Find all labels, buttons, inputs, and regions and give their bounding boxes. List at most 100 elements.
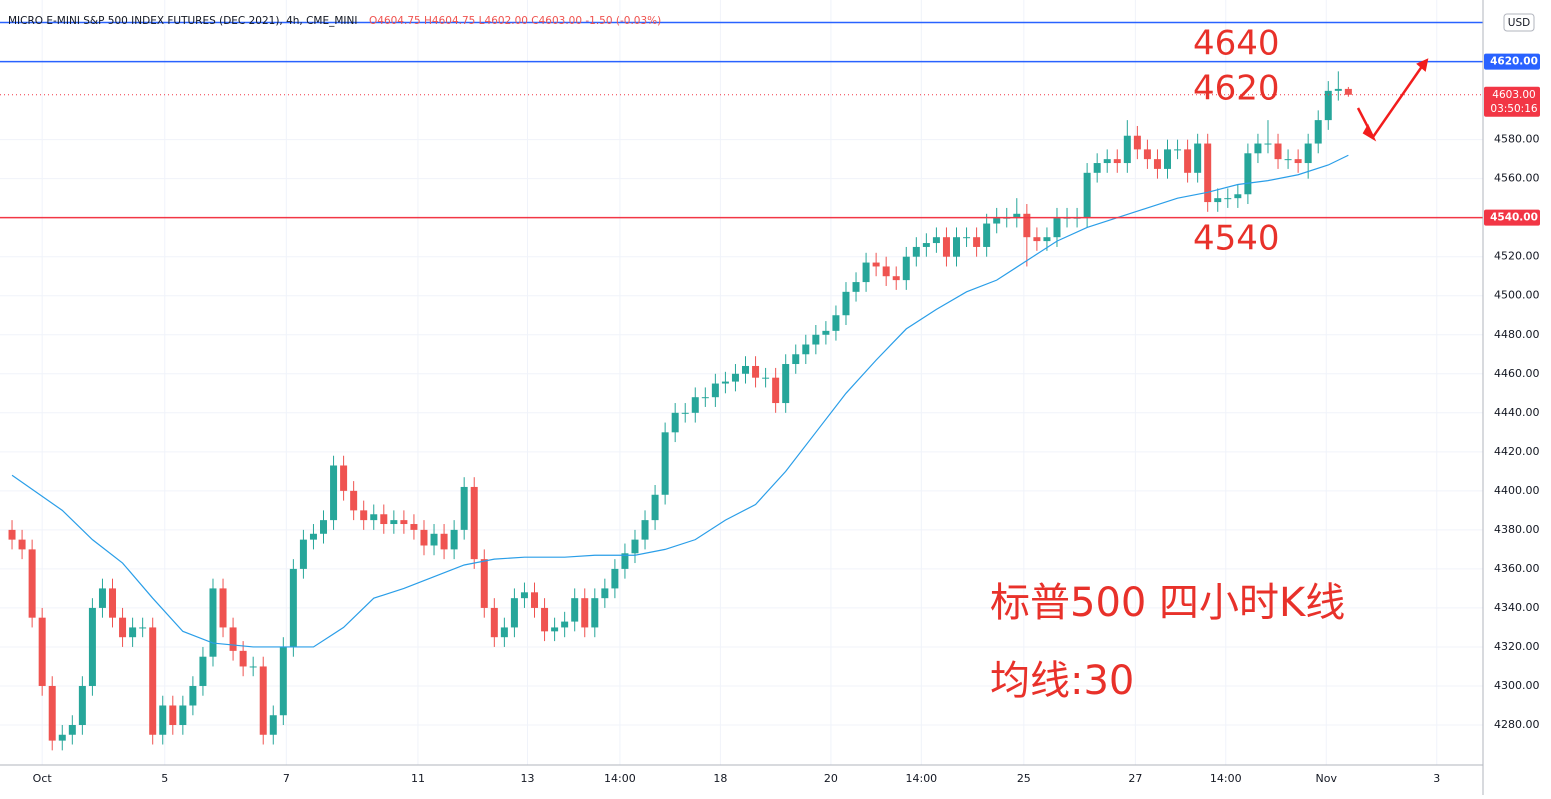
candle-body: [289, 568, 297, 647]
candle-body: [1053, 217, 1061, 238]
currency[interactable]: USD: [1508, 17, 1530, 29]
candle-body: [440, 533, 448, 550]
candle-body: [1153, 159, 1161, 169]
candle-body: [38, 617, 46, 686]
plot: [0, 21, 1483, 751]
candle-body: [1123, 135, 1131, 164]
candle-body: [1113, 159, 1121, 164]
candle-body: [1224, 198, 1232, 200]
moving-average: [11, 154, 1349, 648]
candle-body: [983, 223, 991, 247]
candle-body: [400, 520, 408, 525]
candle-body: [551, 627, 559, 632]
candle-body: [520, 592, 528, 599]
candle-body: [330, 465, 338, 521]
candle-body: [380, 514, 388, 525]
candle-body: [1043, 237, 1051, 242]
candle-body: [239, 650, 247, 667]
candle-body: [340, 465, 348, 491]
candle-body: [953, 237, 961, 257]
candle-body: [1254, 143, 1262, 154]
candle-body: [450, 529, 458, 550]
candle-body: [1274, 143, 1282, 160]
candle-body: [691, 397, 699, 413]
note: 均线:30: [990, 658, 1134, 704]
candle-body: [711, 383, 719, 398]
candle-body: [410, 524, 418, 530]
currency-box[interactable]: [1503, 13, 1535, 32]
y-tick-label: 4480.00: [1494, 328, 1540, 341]
y-tick-label: 4400.00: [1494, 484, 1540, 497]
candle-body: [1334, 88, 1342, 91]
x-tick-label: 11: [411, 772, 425, 785]
candle-body: [390, 520, 398, 525]
countdown: 03:50:16: [1490, 103, 1537, 115]
header: MICRO E-MINI S&P 500 INDEX FUTURES (DEC …: [8, 15, 357, 27]
candle-body: [701, 397, 709, 399]
x-tick-label: 14:00: [604, 772, 636, 785]
y-tick-label: 4580.00: [1494, 133, 1540, 146]
candle-body: [159, 705, 167, 735]
candle-body: [772, 377, 780, 404]
candle-body: [360, 510, 368, 521]
x-tick-label: 27: [1128, 772, 1142, 785]
candle-body: [1214, 198, 1222, 203]
candle-body: [541, 607, 549, 632]
x-tick-label: 14:00: [905, 772, 937, 785]
candle-body: [129, 627, 137, 638]
candle-body: [862, 262, 870, 283]
candle-body: [58, 734, 66, 741]
candle-body: [169, 705, 177, 725]
candle-body: [1013, 213, 1021, 218]
candle-body: [299, 539, 307, 569]
level-tag: [1484, 53, 1540, 70]
candle-body: [1344, 88, 1352, 95]
y-tick-label: 4460.00: [1494, 367, 1540, 380]
x-tick-label: Nov: [1316, 772, 1338, 785]
candle-body: [782, 364, 790, 404]
candle-body: [1023, 213, 1031, 238]
candle-body: [500, 627, 508, 638]
candle-body: [631, 539, 639, 554]
candle-body: [731, 373, 739, 382]
y-tick-label: 4280.00: [1494, 718, 1540, 731]
candle-body: [98, 588, 106, 608]
x-tick-label: 5: [161, 772, 168, 785]
candle-body: [1184, 149, 1192, 173]
y-tick-label: 4320.00: [1494, 640, 1540, 653]
candle-body: [802, 344, 810, 355]
candle-body: [681, 412, 689, 414]
candle-body: [219, 588, 227, 628]
candle-body: [912, 246, 920, 257]
candle-body: [1033, 237, 1041, 242]
candle-body: [68, 725, 76, 735]
candle-body: [1304, 143, 1312, 164]
candle-body: [249, 666, 257, 668]
candle-body: [822, 330, 830, 335]
candle-body: [591, 598, 599, 628]
y-tick-label: 4300.00: [1494, 679, 1540, 692]
candle-body: [1103, 159, 1111, 164]
annotation: 4540: [1193, 219, 1280, 259]
candle-body: [8, 529, 16, 540]
candle-body: [259, 666, 267, 735]
candle-body: [571, 598, 579, 622]
candle-body: [229, 627, 237, 651]
candle-body: [973, 237, 981, 247]
candle-body: [611, 568, 619, 589]
candle-body: [1324, 90, 1332, 121]
candle-body: [1234, 194, 1242, 199]
candle-body: [48, 685, 56, 741]
x-tick-label: 25: [1017, 772, 1031, 785]
candle-body: [1083, 172, 1091, 218]
candle-body: [309, 533, 317, 540]
candle-body: [792, 354, 800, 365]
candle-body: [752, 365, 760, 378]
x-tick-label: 14:00: [1210, 772, 1242, 785]
candle-body: [470, 486, 478, 560]
candle-body: [1164, 149, 1172, 169]
x-tick-label: 13: [520, 772, 534, 785]
y-tick-label: 4420.00: [1494, 445, 1540, 458]
annotation: 4640: [1193, 24, 1280, 64]
candle-body: [601, 588, 609, 599]
